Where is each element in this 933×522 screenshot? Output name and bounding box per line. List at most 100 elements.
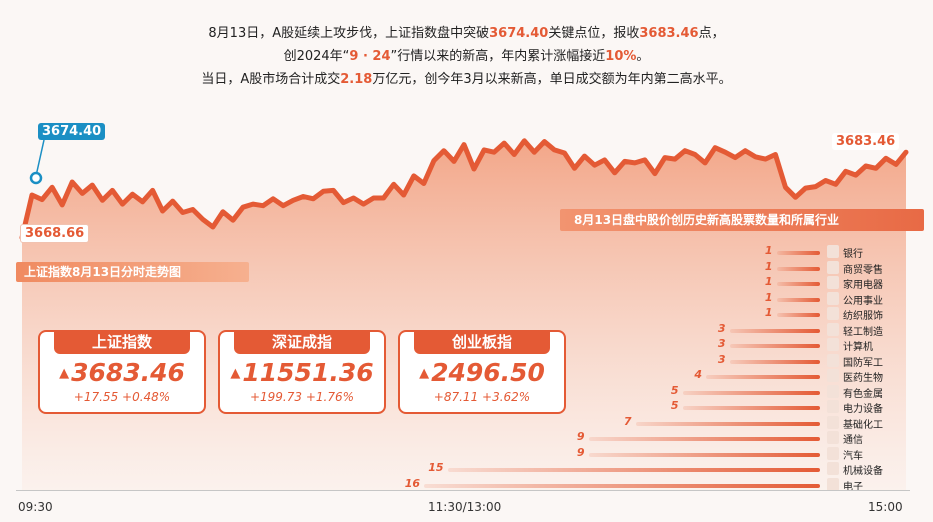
- headline: 8月13日，A股延续上攻步伐，上证指数盘中突破3674.40关键点位，报收368…: [0, 22, 933, 91]
- bar: [776, 313, 820, 317]
- intraday-high-marker: [29, 171, 43, 185]
- card-change: +87.11 +3.62%: [433, 390, 531, 404]
- card-value: ▲11551.36: [230, 358, 374, 387]
- category-label: 机械设备: [843, 466, 883, 477]
- card-title: 深证成指: [234, 330, 370, 354]
- bar-value-label: 7: [623, 414, 632, 428]
- intraday-high-value: 3674.40: [489, 26, 549, 41]
- category-marker: [827, 477, 839, 491]
- category-marker: [827, 307, 839, 320]
- close-value: 3683.46: [639, 26, 699, 41]
- bar-row: 16 电子: [0, 477, 933, 493]
- headline-line-1: 8月13日，A股延续上攻步伐，上证指数盘中突破3674.40关键点位，报收368…: [208, 26, 725, 41]
- category-label: 轻工制造: [843, 326, 883, 338]
- bar: [776, 266, 820, 271]
- category-label: 有色金属: [843, 388, 883, 400]
- bar-value-label: 9: [576, 430, 585, 443]
- bar-row: 1 家用电器: [0, 275, 933, 291]
- bar: [682, 406, 820, 410]
- category-marker: [827, 260, 839, 274]
- up-triangle-icon: ▲: [419, 366, 430, 381]
- bar-value-label: 1: [764, 275, 773, 288]
- x-tick-label: 15:00: [868, 500, 903, 514]
- card-value: ▲2496.50: [419, 358, 545, 387]
- bar-row: 9 通信: [0, 430, 933, 446]
- card-title: 创业板指: [414, 330, 550, 354]
- price-line: [19, 138, 909, 241]
- category-label: 通信: [843, 435, 863, 446]
- bar-value-label: 1: [764, 306, 773, 319]
- bar-row: 1 纺织服饰: [0, 306, 933, 322]
- bar-value-label: 3: [717, 321, 726, 335]
- bar-row: 3 国防军工: [0, 353, 933, 369]
- bar: [729, 359, 820, 364]
- bar-row: 7 基础化工: [0, 415, 933, 431]
- category-label: 纺织服饰: [843, 311, 883, 322]
- bar-value-label: 1: [764, 244, 773, 257]
- bar-value-label: 1: [764, 259, 773, 273]
- category-label: 电子: [843, 481, 863, 493]
- category-marker: [827, 446, 839, 460]
- category-marker: [827, 415, 839, 429]
- bar-row: 9 汽车: [0, 446, 933, 462]
- card-chinext: 创业板指 ▲2496.50 +87.11 +3.62%: [398, 330, 566, 414]
- bar-row: 3 计算机: [0, 337, 933, 353]
- bar-value-label: 4: [694, 368, 702, 381]
- bar-value-label: 16: [404, 476, 420, 490]
- bar-value-label: 1: [764, 290, 773, 304]
- category-label: 银行: [843, 249, 863, 260]
- bar: [588, 452, 820, 457]
- up-triangle-icon: ▲: [59, 366, 70, 381]
- category-label: 基础化工: [843, 419, 883, 431]
- category-marker: [827, 338, 839, 351]
- bar: [776, 297, 820, 302]
- card-title: 上证指数: [54, 330, 190, 354]
- category-marker: [827, 353, 839, 367]
- x-tick-label: 11:30/13:00: [428, 500, 502, 514]
- category-label: 医药生物: [843, 373, 883, 384]
- bar-row: 1 商贸零售: [0, 260, 933, 276]
- category-label: 国防军工: [843, 357, 883, 369]
- category-marker: [827, 431, 839, 444]
- x-tick-label: 09:30: [18, 500, 53, 514]
- bar: [635, 421, 820, 426]
- time-axis: [16, 490, 910, 491]
- card-value: ▲3683.46: [59, 358, 185, 387]
- intraday-high-label: 3674.40: [38, 123, 106, 140]
- card-sse-composite: 上证指数 ▲3683.46 +17.55 +0.48%: [38, 330, 206, 414]
- bar-row: 4 医药生物: [0, 368, 933, 384]
- category-marker: [827, 369, 839, 382]
- category-label: 家用电器: [843, 280, 883, 291]
- bar-row: 3 轻工制造: [0, 322, 933, 338]
- card-szse-component: 深证成指 ▲11551.36 +199.73 +1.76%: [218, 330, 386, 414]
- bar-value-label: 5: [670, 383, 679, 397]
- bar: [729, 328, 820, 333]
- category-marker: [827, 276, 839, 289]
- category-marker: [827, 322, 839, 336]
- bar: [729, 344, 820, 348]
- bar-chart-title: 8月13日盘中股价创历史新高股票数量和所属行业: [560, 209, 924, 231]
- open-label: 3668.66: [20, 224, 90, 243]
- bar-row: 5 电力设备: [0, 399, 933, 415]
- bar: [682, 390, 820, 395]
- bar: [776, 251, 820, 255]
- high-callout-leader: [35, 139, 45, 177]
- category-marker: [827, 291, 839, 305]
- card-change: +199.73 +1.76%: [249, 390, 355, 404]
- bar-row: 1 公用事业: [0, 291, 933, 307]
- bar-row: 5 有色金属: [0, 384, 933, 400]
- bar-value-label: 3: [717, 352, 726, 366]
- bar-row: 1 银行: [0, 244, 933, 260]
- bar: [447, 468, 820, 472]
- bar-value-label: 3: [717, 337, 726, 350]
- headline-line-2: 创2024年“9 · 24”行情以来的新高，年内累计涨幅接近10%。: [283, 49, 650, 64]
- category-label: 公用事业: [843, 295, 883, 307]
- category-label: 电力设备: [843, 404, 883, 415]
- category-label: 商贸零售: [843, 264, 883, 276]
- category-marker: [827, 462, 839, 475]
- headline-line-3: 当日，A股市场合计成交2.18万亿元，创今年3月以来新高，单日成交额为年内第二高…: [201, 72, 732, 87]
- bar-value-label: 5: [670, 399, 679, 412]
- bar-value-label: 9: [576, 445, 585, 459]
- bar-row: 15 机械设备: [0, 461, 933, 477]
- bar: [776, 282, 820, 286]
